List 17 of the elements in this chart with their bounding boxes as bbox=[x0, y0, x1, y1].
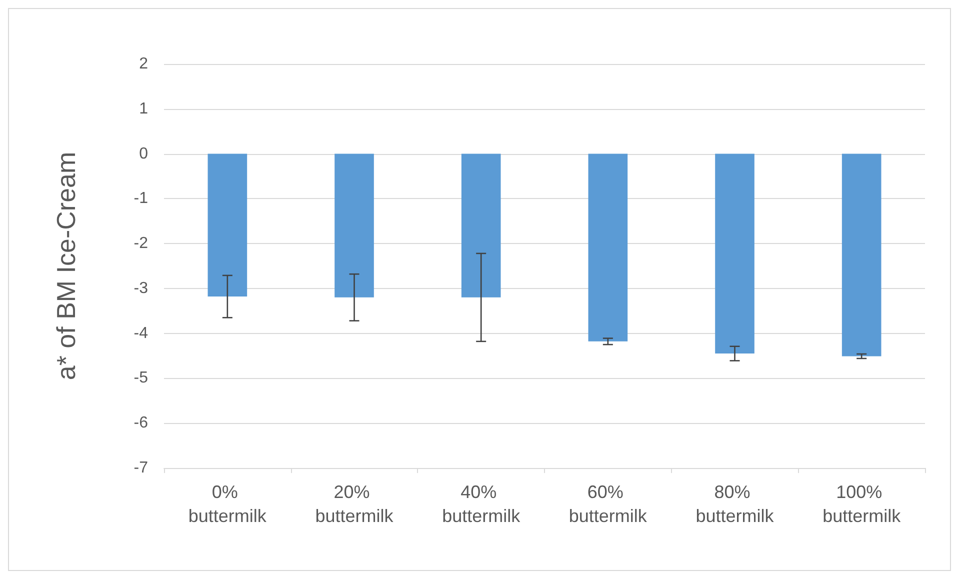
x-tick-label: 20% buttermilk bbox=[315, 482, 394, 526]
y-tick-label: -4 bbox=[134, 324, 148, 342]
x-tick-label: 60% buttermilk bbox=[568, 482, 648, 526]
y-tick-label: 1 bbox=[139, 100, 148, 118]
y-tick-label: -5 bbox=[134, 370, 148, 387]
y-tick-label: -7 bbox=[134, 460, 148, 476]
x-tick-label: 0% buttermilk bbox=[188, 482, 268, 526]
y-tick-label: -2 bbox=[134, 235, 148, 252]
y-tick-label: -6 bbox=[134, 414, 148, 432]
y-axis-title: a* of BM Ice-Cream bbox=[51, 152, 81, 380]
y-tick-label: 0 bbox=[139, 145, 148, 162]
y-tick-label: -3 bbox=[134, 280, 148, 297]
x-tick-label: 100% buttermilk bbox=[822, 482, 902, 526]
y-tick-label: 2 bbox=[139, 56, 148, 72]
x-tick-label: 80% buttermilk bbox=[696, 482, 775, 526]
y-tick-label: -1 bbox=[134, 190, 148, 208]
x-tick-label: 40% buttermilk bbox=[442, 482, 522, 526]
